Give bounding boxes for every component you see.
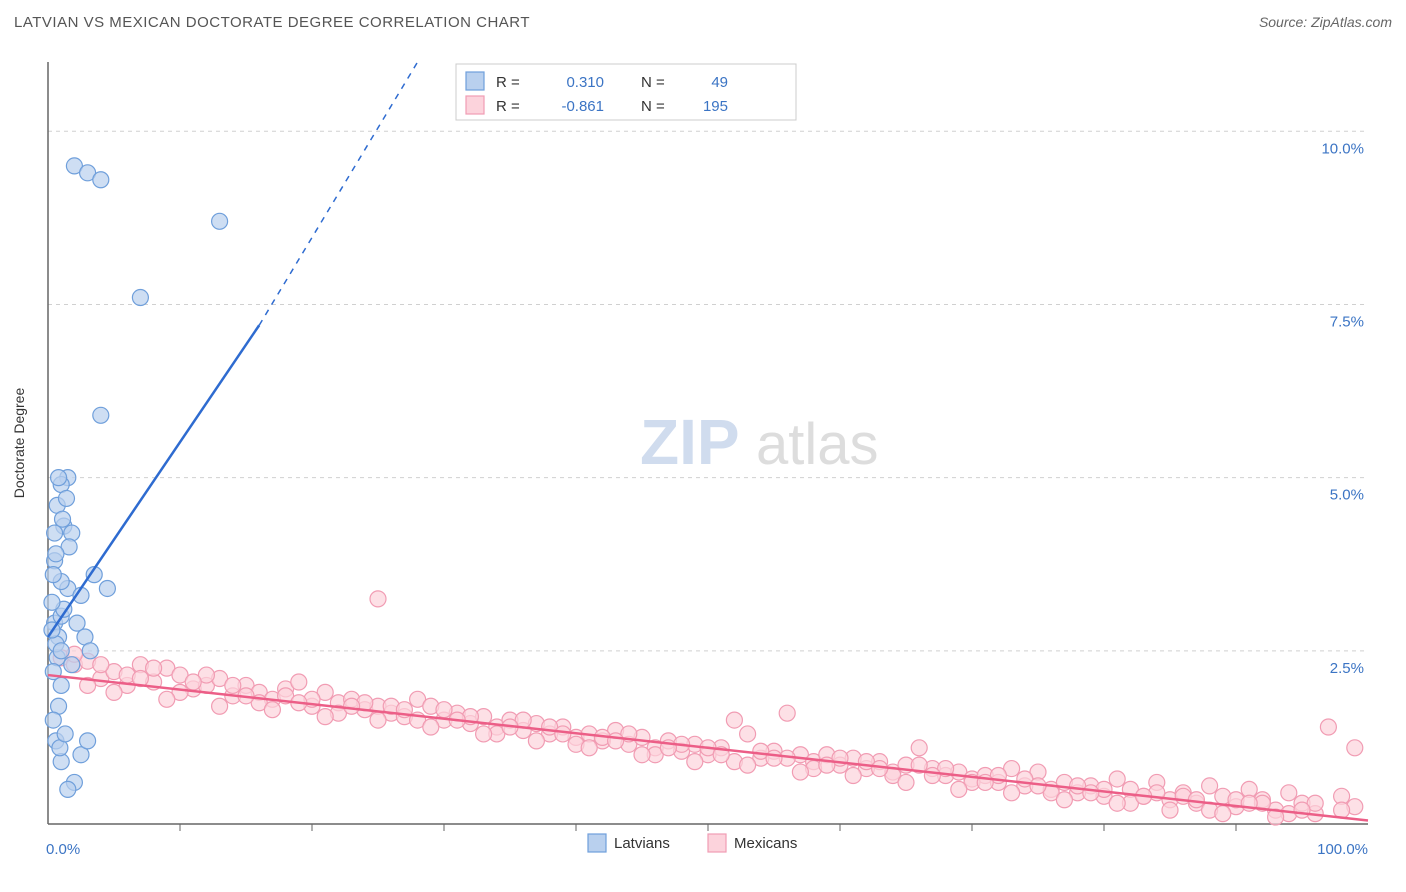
data-point [93, 407, 109, 423]
y-axis-label: Doctorate Degree [11, 388, 27, 499]
data-point [779, 705, 795, 721]
data-point [476, 726, 492, 742]
data-point [924, 768, 940, 784]
data-point [1109, 771, 1125, 787]
svg-text:atlas: atlas [756, 412, 879, 477]
data-point [1162, 802, 1178, 818]
data-point [740, 726, 756, 742]
data-point [82, 643, 98, 659]
legend-swatch-mexicans [466, 96, 484, 114]
svg-text:ZIP: ZIP [640, 406, 740, 478]
bottom-legend-swatch-latvians [588, 834, 606, 852]
data-point [93, 172, 109, 188]
data-point [344, 698, 360, 714]
bottom-legend-mexicans: Mexicans [734, 835, 797, 852]
data-point [53, 677, 69, 693]
n-label: N = [641, 74, 665, 91]
data-point [64, 657, 80, 673]
data-point [45, 567, 61, 583]
data-point [370, 712, 386, 728]
latvians-n-value: 49 [711, 74, 728, 91]
data-point [225, 677, 241, 693]
data-point [687, 754, 703, 770]
data-point [106, 684, 122, 700]
data-point [555, 726, 571, 742]
data-point [80, 733, 96, 749]
data-point [159, 691, 175, 707]
data-point [185, 674, 201, 690]
data-point [792, 764, 808, 780]
data-point [47, 525, 63, 541]
data-point [1056, 792, 1072, 808]
r-label: R = [496, 98, 520, 115]
data-point [291, 674, 307, 690]
data-point [53, 643, 69, 659]
data-point [581, 740, 597, 756]
data-point [212, 213, 228, 229]
latvians-trendline [48, 325, 259, 637]
legend-swatch-latvians [466, 72, 484, 90]
data-point [212, 698, 228, 714]
latvians-r-value: 0.310 [566, 74, 604, 91]
chart-title: LATVIAN VS MEXICAN DOCTORATE DEGREE CORR… [14, 14, 530, 31]
data-point [1215, 806, 1231, 822]
data-point [1202, 778, 1218, 794]
data-point [93, 657, 109, 673]
y-tick-label: 10.0% [1321, 140, 1364, 157]
data-point [1083, 785, 1099, 801]
data-point [898, 774, 914, 790]
y-tick-label: 2.5% [1330, 660, 1364, 677]
data-point [48, 546, 64, 562]
mexicans-series [53, 591, 1363, 825]
scatter-chart: 2.5% 5.0% 7.5% 10.0% ZIPatlas Doctorate Degre… [0, 44, 1406, 892]
r-label: R = [496, 74, 520, 91]
mexicans-r-value: -0.861 [561, 98, 604, 115]
source-label: Source: ZipAtlas.com [1259, 14, 1392, 30]
data-point [57, 726, 73, 742]
data-point [132, 290, 148, 306]
y-tick-label: 5.0% [1330, 487, 1364, 504]
x-max-label: 100.0% [1317, 841, 1368, 858]
data-point [634, 747, 650, 763]
latvians-trendline-dash [259, 62, 417, 325]
data-point [766, 750, 782, 766]
data-point [726, 712, 742, 728]
data-point [64, 525, 80, 541]
data-point [608, 733, 624, 749]
data-point [45, 712, 61, 728]
data-point [528, 733, 544, 749]
y-tick-label: 7.5% [1330, 313, 1364, 330]
data-point [911, 740, 927, 756]
bottom-legend-swatch-mexicans [708, 834, 726, 852]
data-point [436, 702, 452, 718]
data-point [99, 580, 115, 596]
data-point [370, 591, 386, 607]
chart-header: LATVIAN VS MEXICAN DOCTORATE DEGREE CORR… [0, 0, 1406, 44]
data-point [1294, 802, 1310, 818]
bottom-legend-latvians: Latvians [614, 835, 670, 852]
mexicans-n-value: 195 [703, 98, 728, 115]
data-point [1004, 785, 1020, 801]
data-point [1320, 719, 1336, 735]
data-point [1334, 802, 1350, 818]
data-point [44, 594, 60, 610]
data-point [423, 719, 439, 735]
data-point [951, 781, 967, 797]
data-point [146, 660, 162, 676]
data-point [51, 470, 67, 486]
n-label: N = [641, 98, 665, 115]
mexicans-trendline [48, 675, 1368, 820]
data-point [317, 709, 333, 725]
data-point [58, 490, 74, 506]
data-point [740, 757, 756, 773]
data-point [1281, 785, 1297, 801]
plot-area: 2.5% 5.0% 7.5% 10.0% ZIPatlas Doctorate Degre… [0, 44, 1406, 892]
watermark: ZIPatlas [640, 406, 879, 478]
data-point [60, 781, 76, 797]
data-point [845, 768, 861, 784]
data-point [264, 702, 280, 718]
x-min-label: 0.0% [46, 841, 80, 858]
data-point [1109, 795, 1125, 811]
data-point [1347, 740, 1363, 756]
